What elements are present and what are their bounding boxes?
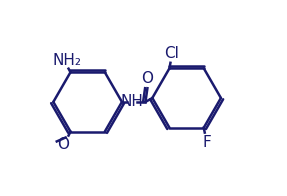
Text: F: F bbox=[202, 135, 211, 150]
Text: O: O bbox=[57, 137, 69, 152]
Text: NH₂: NH₂ bbox=[52, 53, 81, 68]
Text: Cl: Cl bbox=[164, 46, 179, 61]
Text: O: O bbox=[141, 71, 154, 86]
Text: NH: NH bbox=[120, 94, 143, 109]
